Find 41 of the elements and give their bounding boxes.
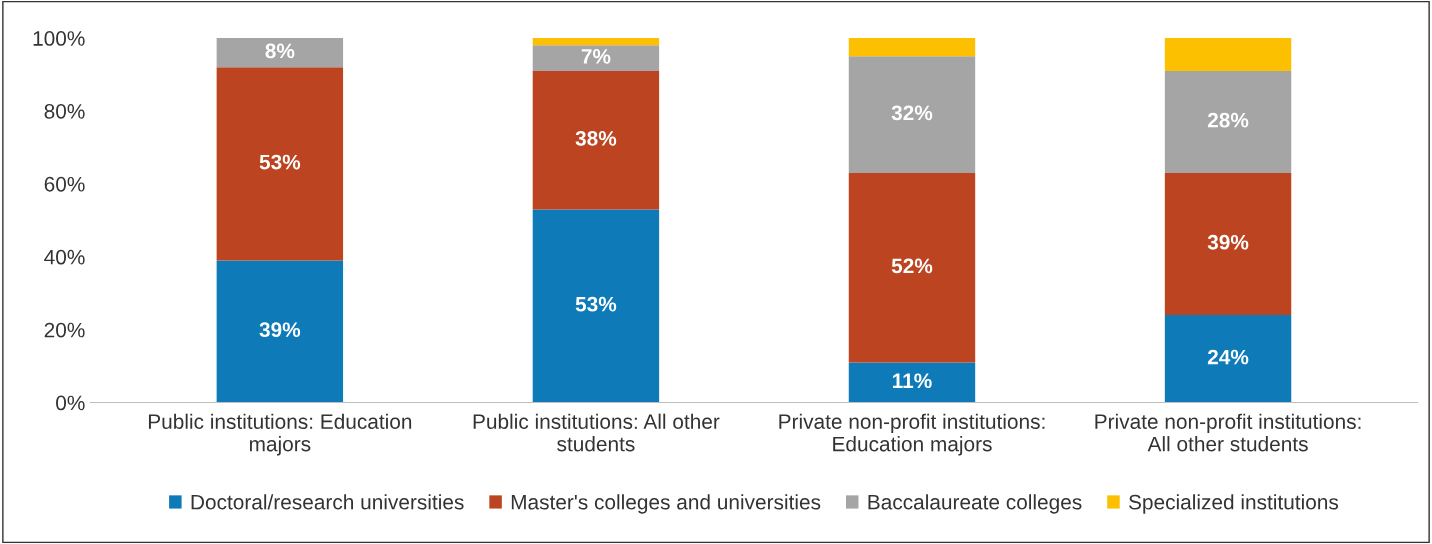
bar xyxy=(848,172,976,363)
bar xyxy=(1164,172,1292,316)
bar xyxy=(532,38,660,46)
x-tick-label: Public institutions: All other students xyxy=(473,413,720,452)
data-label: 53% xyxy=(259,154,301,170)
bar xyxy=(216,38,344,68)
bar xyxy=(848,362,976,403)
y-tick-label: 100% xyxy=(33,31,85,46)
x-tick-label: Public institutions: Education majors xyxy=(148,413,412,456)
bar xyxy=(848,56,976,173)
data-label: 24% xyxy=(1207,349,1249,365)
bar xyxy=(532,45,660,71)
bar xyxy=(1164,315,1292,403)
y-tick-label: 0% xyxy=(56,395,85,411)
legend-label: Baccalaureate colleges xyxy=(868,494,1082,514)
data-label: 28% xyxy=(1207,112,1249,128)
y-tick-label: 80% xyxy=(44,103,85,119)
legend-label: Specialized institutions xyxy=(1128,494,1339,514)
data-label: 32% xyxy=(891,105,933,121)
data-label: 38% xyxy=(575,130,617,146)
data-label: 39% xyxy=(259,322,301,338)
data-label: 53% xyxy=(575,296,617,312)
data-label: 52% xyxy=(891,258,933,274)
x-tick-label: Private non-profit institutions: Education majors xyxy=(779,413,1045,456)
bar xyxy=(1164,70,1292,173)
bar xyxy=(848,38,976,57)
x-tick-label: Private non-profit institutions: All other students xyxy=(1095,413,1361,452)
bar xyxy=(216,67,344,261)
bar xyxy=(532,209,660,403)
data-label: 39% xyxy=(1207,234,1249,250)
y-tick-label: 40% xyxy=(44,249,85,265)
bar xyxy=(1164,38,1292,71)
bar xyxy=(532,70,660,210)
data-label: 7% xyxy=(581,49,611,64)
y-tick-label: 60% xyxy=(44,176,85,192)
legend-label: Master's colleges and universities xyxy=(511,494,821,514)
bar xyxy=(216,260,344,403)
legend-label: Doctoral/research universities xyxy=(191,494,464,510)
data-label: 8% xyxy=(265,43,295,59)
data-label: 11% xyxy=(893,373,932,389)
y-tick-label: 20% xyxy=(44,322,85,338)
